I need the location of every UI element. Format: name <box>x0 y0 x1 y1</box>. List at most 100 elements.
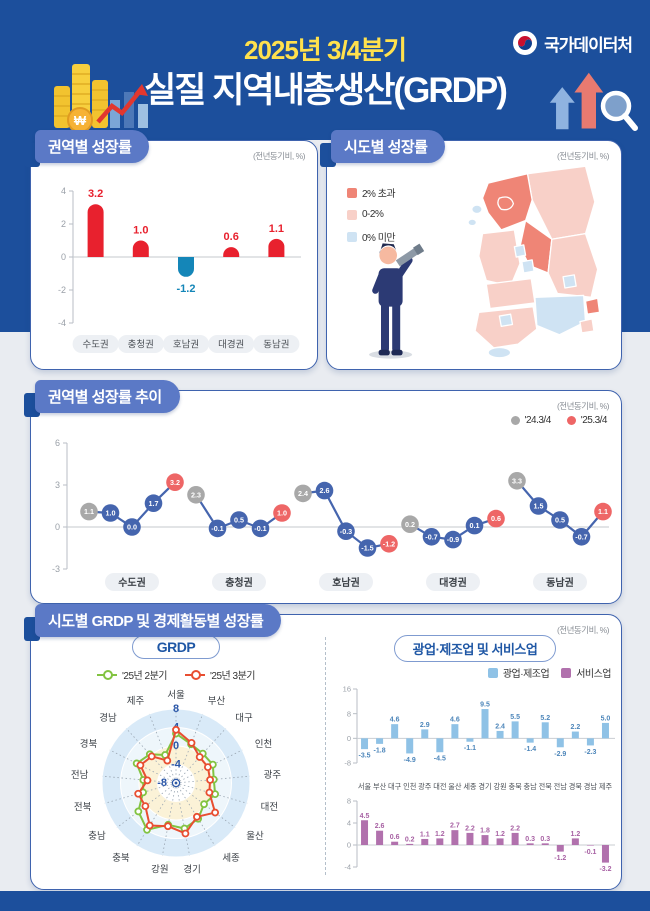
svg-text:호남권: 호남권 <box>332 576 360 589</box>
svg-text:0.6: 0.6 <box>390 834 400 841</box>
svg-text:0: 0 <box>347 734 351 743</box>
svg-text:경기: 경기 <box>183 864 200 876</box>
legend-label: '25년 3분기 <box>210 671 255 682</box>
svg-text:-1.1: -1.1 <box>464 745 476 752</box>
grdp-radar-chart: 서울부산대구인천광주대전울산세종경기강원충북충남전북전남경북경남제주840-4-… <box>71 690 282 876</box>
radar-legend: '25년 2분기 '25년 3분기 <box>31 667 321 682</box>
agency-logo: 국가데이터처 <box>512 30 633 56</box>
svg-text:₩: ₩ <box>74 113 87 128</box>
svg-text:2.6: 2.6 <box>375 823 385 830</box>
svg-text:1.0: 1.0 <box>277 509 287 518</box>
legend-label: 2% 초과 <box>362 189 396 200</box>
legend-item-curr-year: '25.3/4 <box>566 415 608 426</box>
svg-text:-1.8: -1.8 <box>374 747 386 754</box>
svg-text:수도권: 수도권 <box>118 577 146 589</box>
legend-swatch <box>347 187 357 198</box>
svg-text:0: 0 <box>347 841 351 850</box>
svg-text:2.6: 2.6 <box>320 486 330 495</box>
svg-text:-2.9: -2.9 <box>554 751 566 758</box>
svg-text:5.5: 5.5 <box>510 714 520 721</box>
legend-label: '25년 2분기 <box>122 671 167 682</box>
svg-text:0: 0 <box>55 522 60 532</box>
svg-text:경기: 경기 <box>478 782 491 791</box>
svg-text:제주: 제주 <box>599 782 613 791</box>
svg-text:1.1: 1.1 <box>269 223 284 235</box>
svg-text:전남: 전남 <box>554 782 568 791</box>
svg-text:동남권: 동남권 <box>546 576 574 589</box>
svg-text:충남: 충남 <box>88 831 106 842</box>
svg-text:3.2: 3.2 <box>170 478 180 487</box>
svg-text:대구: 대구 <box>235 713 253 724</box>
legend-item-q3: '25년 3분기 <box>185 667 255 682</box>
svg-text:-8: -8 <box>157 777 167 789</box>
svg-text:3.3: 3.3 <box>512 476 522 485</box>
svg-text:0.2: 0.2 <box>405 836 415 843</box>
svg-text:0.0: 0.0 <box>127 523 137 532</box>
svg-text:-0.7: -0.7 <box>575 532 587 541</box>
panel-regional-growth: 권역별 성장률 (전년동기비, %) -4 -2 0 2 4 3.2 수도권 1.0 충청권 -1… <box>24 130 318 370</box>
legend-item-mining: 광업·제조업 <box>487 665 550 680</box>
legend-item-over2: 2% 초과 <box>347 185 396 200</box>
coins-chart-icon: ₩ <box>54 64 148 132</box>
svg-text:-1.5: -1.5 <box>361 544 373 553</box>
svg-text:0.5: 0.5 <box>234 516 244 525</box>
svg-text:2.2: 2.2 <box>465 825 475 832</box>
svg-text:충남: 충남 <box>524 782 538 791</box>
svg-text:-0.9: -0.9 <box>447 535 459 544</box>
svg-text:8: 8 <box>347 709 351 718</box>
panel-grdp-title: 시도별 GRDP 및 경제활동별 성장률 <box>35 604 282 637</box>
svg-text:0.3: 0.3 <box>540 836 550 843</box>
panel-sido-title: 시도별 성장률 <box>331 130 446 163</box>
svg-text:0: 0 <box>61 252 66 262</box>
svg-text:-3.5: -3.5 <box>358 753 370 760</box>
svg-text:대경권: 대경권 <box>439 576 467 589</box>
grdp-pill: GRDP <box>131 635 221 659</box>
svg-text:0.1: 0.1 <box>470 521 480 530</box>
svg-text:-1.2: -1.2 <box>177 283 196 295</box>
svg-text:수도권: 수도권 <box>82 339 108 351</box>
svg-text:4.5: 4.5 <box>360 813 370 820</box>
svg-text:1.2: 1.2 <box>435 831 445 838</box>
legend-swatch <box>487 667 498 678</box>
grdp-subtitle: GRDP <box>31 635 321 659</box>
svg-text:5.2: 5.2 <box>540 715 550 722</box>
legend-item-q2: '25년 2분기 <box>97 667 167 682</box>
legend-label: 0-2% <box>362 209 384 220</box>
svg-text:0.6: 0.6 <box>491 514 501 523</box>
industry-x-labels: 서울 부산 대구 인천 광주 대전 울산 세종 경기 강원 충북 충남 전북 전남 경북 경남 제주 <box>358 782 613 791</box>
svg-text:제주: 제주 <box>127 696 145 707</box>
svg-text:0.5: 0.5 <box>555 516 565 525</box>
svg-text:0.2: 0.2 <box>405 520 415 529</box>
trend-legend: '24.3/4 '25.3/4 <box>510 415 608 426</box>
legend-item-service: 서비스업 <box>561 665 611 680</box>
legend-item-mid: 0-2% <box>347 209 395 220</box>
legend-swatch <box>561 667 572 678</box>
svg-text:-4.9: -4.9 <box>404 757 416 764</box>
svg-text:8: 8 <box>173 703 179 715</box>
svg-text:3.2: 3.2 <box>88 188 103 200</box>
svg-text:1.5: 1.5 <box>534 502 544 511</box>
trend-line-chart: 6 3 0 -3 1.1 1.0 0.0 1.7 3.2 수도권 2.3 -0.1 0.5 -0.1 1.0… <box>52 438 612 591</box>
unit-note: (전년동기비, %) <box>556 151 610 161</box>
legend-dot <box>566 416 576 425</box>
svg-text:1.1: 1.1 <box>598 507 608 516</box>
svg-text:1.0: 1.0 <box>106 509 116 518</box>
svg-text:1.8: 1.8 <box>480 828 490 835</box>
svg-text:광주: 광주 <box>264 769 282 781</box>
legend-label: 0% 미만 <box>362 233 396 244</box>
legend-item-prev-year: '24.3/4 <box>510 415 551 426</box>
svg-text:경남: 경남 <box>584 782 598 791</box>
korea-choropleth-map <box>467 165 601 359</box>
svg-text:-0.1: -0.1 <box>254 524 266 533</box>
svg-text:광주: 광주 <box>418 782 432 791</box>
panel-divider <box>325 637 326 875</box>
panel-trend-title: 권역별 성장률 추이 <box>35 380 180 413</box>
panel-grdp-industry: 시도별 GRDP 및 경제활동별 성장률 (전년동기비, %) GRDP '25… <box>24 604 622 890</box>
svg-text:6: 6 <box>55 438 60 448</box>
svg-text:2.9: 2.9 <box>420 722 430 729</box>
arrows-magnifier-icon <box>549 72 638 131</box>
svg-text:2.3: 2.3 <box>191 490 201 499</box>
legend-swatch <box>347 231 357 242</box>
svg-text:5.0: 5.0 <box>601 715 611 722</box>
svg-text:0.6: 0.6 <box>224 231 239 243</box>
